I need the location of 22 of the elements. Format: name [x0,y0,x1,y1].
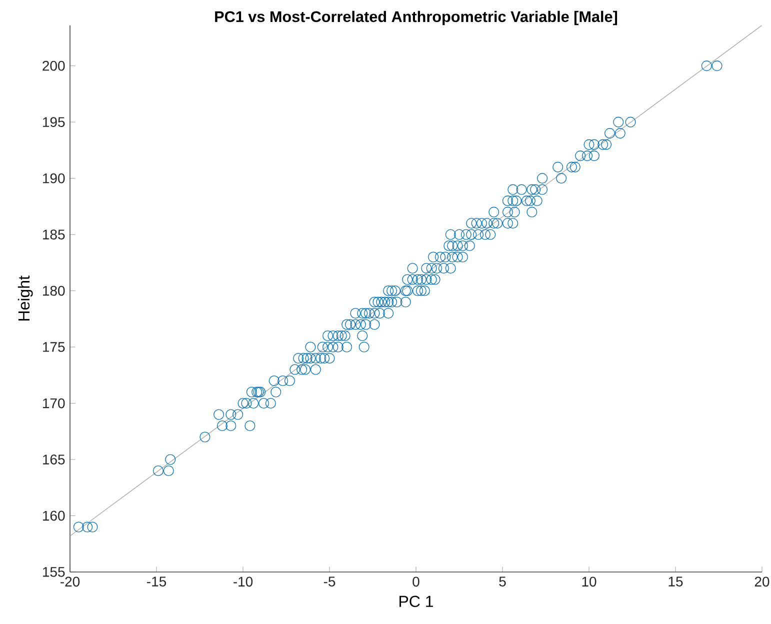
y-tick-label: 180 [43,286,65,296]
y-tick-label: 155 [43,567,65,577]
x-tick-label: -5 [324,576,336,586]
y-tick-label: 200 [42,60,65,71]
y-axis-title: Height [18,276,33,320]
y-tick-label: 195 [43,117,65,128]
x-tick-label: -15 [147,576,166,586]
chart-title: PC1 vs Most-Correlated Anthropometric Variable [Male] [215,10,618,26]
x-tick-label: 10 [582,576,596,587]
x-tick-label: -20 [60,576,80,587]
x-tick-label: 5 [499,576,506,586]
x-tick-label: 20 [754,576,770,587]
y-tick-label: 185 [43,230,65,240]
x-tick-label: 15 [668,576,683,586]
y-tick-label: 190 [43,173,65,184]
y-tick-label: 165 [43,454,65,464]
y-tick-label: 160 [43,510,65,521]
x-tick-label: -10 [234,576,253,587]
x-axis-title: PC 1 [400,596,433,608]
y-tick-label: 170 [43,398,65,408]
y-tick-label: 175 [43,342,65,352]
x-tick-label: 0 [412,576,420,587]
